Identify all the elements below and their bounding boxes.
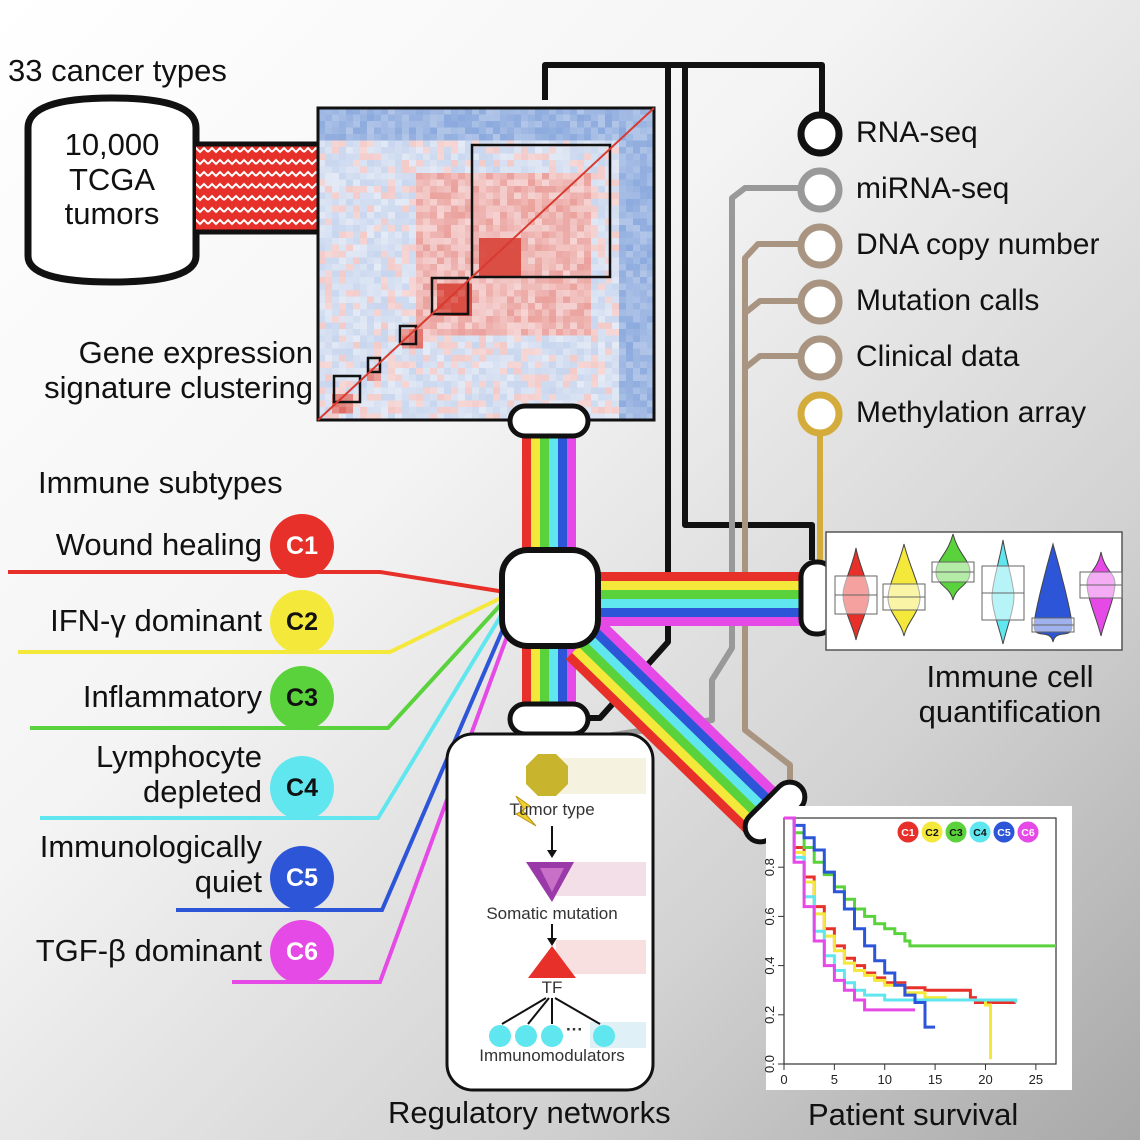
- x-tick-15: 15: [928, 1072, 942, 1087]
- omics-label-dna-copy-number: DNA copy number: [856, 228, 1100, 261]
- omics-label-methylation-array: Methylation array: [856, 396, 1087, 429]
- survival-curve-c3: [784, 816, 1056, 948]
- immune-cell-line-1: Immune cell: [926, 659, 1094, 694]
- subtype-label-c4-line1: Lymphocyte: [96, 739, 262, 774]
- central-hub: [499, 547, 601, 649]
- patient-survival-title: Patient survival: [808, 1097, 1019, 1132]
- immune-cell-violins: [825, 531, 1123, 651]
- survival-curve-c1: [784, 816, 1016, 1004]
- legend-label-c6: C6: [1021, 827, 1035, 839]
- somatic-mutation-label: Somatic mutation: [486, 904, 618, 923]
- y-tick-4: 0.8: [762, 858, 777, 876]
- survival-curve-c6: [784, 816, 915, 1012]
- subtype-badge-c3: C3: [270, 666, 334, 730]
- clustering-line-2: signature clustering: [44, 369, 313, 405]
- x-tick-10: 10: [878, 1072, 892, 1087]
- x-tick-25: 25: [1029, 1072, 1043, 1087]
- clustering-line-1: Gene expression: [78, 335, 313, 370]
- tumors-line-1: 10,000: [64, 127, 160, 162]
- omics-nodes: [797, 111, 843, 437]
- y-tick-2: 0.4: [762, 957, 777, 975]
- y-tick-0: 0.0: [762, 1055, 777, 1073]
- y-tick-1: 0.2: [762, 1006, 777, 1024]
- y-tick-3: 0.6: [762, 907, 777, 925]
- legend-dot-c6: [1017, 821, 1039, 843]
- tcga-database: [24, 94, 200, 286]
- subtype-label-c6: TGF-β dominant: [35, 933, 262, 968]
- subtype-badge-c6: C6: [270, 920, 334, 984]
- subtype-label-c5: Immunologically quiet: [0, 829, 262, 899]
- subtype-label-c5-line2: quiet: [194, 863, 262, 899]
- immune-cell-line-2: quantification: [918, 693, 1102, 729]
- x-tick-0: 0: [780, 1072, 787, 1087]
- legend-dot-c1: [897, 821, 919, 843]
- legend-dot-c5: [993, 821, 1015, 843]
- lightning-icon: [514, 795, 537, 827]
- clustering-heatmap: [316, 106, 656, 422]
- legend-dot-c4: [969, 821, 991, 843]
- rainbow-vertical-bottom: [522, 646, 576, 704]
- cancer-types-label: 33 cancer types: [8, 53, 227, 88]
- legend-dot-c3: [945, 821, 967, 843]
- tumors-line-3: tumors: [64, 196, 160, 232]
- clustering-label: Gene expression signature clustering: [0, 335, 313, 405]
- regulatory-network-box: [445, 732, 655, 1092]
- omics-connector-lines: [579, 185, 823, 800]
- legend-dot-c2: [921, 821, 943, 843]
- rainbow-diagonal: [565, 620, 788, 838]
- immunomodulators-ellipsis: ···: [566, 1020, 583, 1039]
- subtype-label-c1: Wound healing: [55, 527, 262, 562]
- legend-label-c1: C1: [901, 827, 915, 839]
- subtype-label-c2: IFN-γ dominant: [50, 603, 262, 638]
- subtype-label-c5-line1: Immunologically: [39, 829, 262, 864]
- rainbow-vertical-top: [522, 436, 576, 550]
- regulatory-networks-title: Regulatory networks: [388, 1095, 671, 1130]
- tumors-line-2: TCGA: [68, 161, 156, 197]
- tumors-label: 10,000 TCGA tumors: [28, 127, 196, 232]
- immunomodulators-label: Immunomodulators: [479, 1046, 625, 1065]
- subtype-label-c4-line2: depleted: [143, 773, 262, 809]
- tumor-type-label: Tumor type: [509, 800, 595, 819]
- database-connector: [196, 141, 318, 235]
- survival-curve-c5: [784, 816, 936, 1029]
- legend-label-c2: C2: [925, 827, 939, 839]
- immune-cell-label: Immune cell quantification: [890, 659, 1130, 729]
- legend-label-c3: C3: [949, 827, 963, 839]
- subtype-badge-c1: C1: [270, 514, 334, 578]
- subtype-label-c4: Lymphocyte depleted: [0, 739, 262, 809]
- rainbow-horizontal: [598, 572, 803, 626]
- omics-label-clinical-data: Clinical data: [856, 340, 1020, 373]
- tumor-type-octagon: [526, 754, 568, 796]
- immune-subtypes-title: Immune subtypes: [38, 465, 283, 500]
- omics-label-mutation-calls: Mutation calls: [856, 284, 1040, 317]
- tf-label: TF: [541, 978, 563, 997]
- legend-label-c4: C4: [973, 827, 987, 839]
- omics-label-mirna-seq: miRNA-seq: [856, 172, 1010, 205]
- connector-pills: [507, 403, 836, 845]
- survival-plot: 0 5 10 15 20 25 0.0 0.2 0.4 0.6 0.8 C1 C2 C3 C4 C5 C6: [762, 806, 1072, 1090]
- subtype-label-c3: Inflammatory: [82, 679, 262, 714]
- omics-label-rna-seq: RNA-seq: [856, 116, 978, 149]
- tf-triangle: [528, 946, 576, 978]
- legend-label-c5: C5: [997, 827, 1011, 839]
- subtype-badge-c2: C2: [270, 590, 334, 654]
- subtype-badge-c4: C4: [270, 756, 334, 820]
- x-tick-5: 5: [831, 1072, 838, 1087]
- x-tick-20: 20: [978, 1072, 992, 1087]
- subtype-badge-c5: C5: [270, 846, 334, 910]
